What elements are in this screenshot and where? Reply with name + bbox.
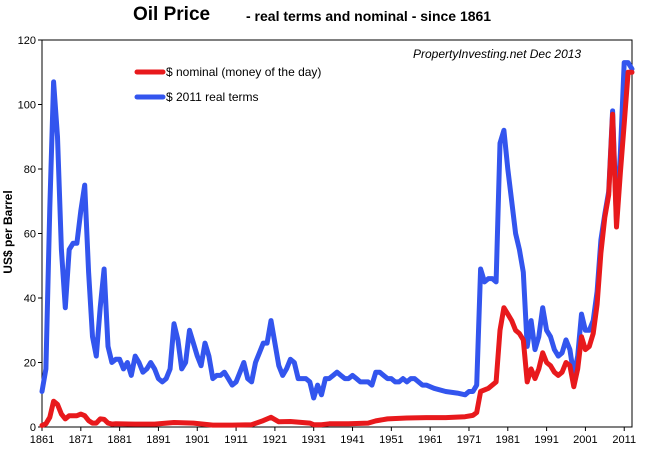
x-tick-label: 1921 — [263, 434, 287, 446]
y-tick-label: 60 — [24, 229, 36, 241]
series-line-0 — [39, 69, 635, 428]
chart-title: Oil Price — [133, 4, 210, 25]
x-tick-label: 1901 — [185, 434, 209, 446]
series-line-1 — [39, 60, 635, 401]
x-tick-label: 1871 — [69, 434, 93, 446]
x-tick-label: 1971 — [457, 434, 481, 446]
x-axis-ticks: 1861 1871 1881 1891 1901 1911 1921 1931 1941 1951… — [30, 427, 636, 446]
x-tick-label: 1961 — [418, 434, 442, 446]
x-tick-label: 1931 — [301, 434, 325, 446]
y-axis-label: US$ per Barrel — [1, 190, 15, 273]
y-tick-label: 80 — [24, 164, 36, 176]
x-tick-label: 2001 — [573, 434, 597, 446]
y-tick-label: 100 — [18, 100, 36, 112]
legend-label-0: $ nominal (money of the day) — [166, 65, 321, 79]
y-tick-label: 0 — [30, 422, 36, 434]
series-lines — [39, 60, 635, 428]
x-tick-label: 1891 — [146, 434, 170, 446]
x-tick-label: 1941 — [340, 434, 364, 446]
legend: $ nominal (money of the day) $ 2011 real … — [134, 65, 321, 104]
y-axis-ticks: 0 20 40 60 80 100 120 — [18, 35, 42, 434]
x-tick-label: 1881 — [107, 434, 131, 446]
x-tick-label: 1981 — [496, 434, 520, 446]
x-tick-label: 2011 — [612, 434, 636, 446]
y-tick-label: 40 — [24, 293, 36, 305]
y-tick-label: 20 — [24, 358, 36, 370]
x-tick-label: 1991 — [534, 434, 558, 446]
source-annotation: PropertyInvesting.net Dec 2013 — [413, 47, 581, 61]
chart-subtitle: - real terms and nominal - since 1861 — [246, 8, 491, 24]
legend-label-1: $ 2011 real terms — [166, 90, 259, 104]
x-tick-label: 1951 — [379, 434, 403, 446]
y-tick-label: 120 — [18, 35, 36, 47]
x-tick-label: 1911 — [224, 434, 248, 446]
x-tick-label: 1861 — [30, 434, 54, 446]
